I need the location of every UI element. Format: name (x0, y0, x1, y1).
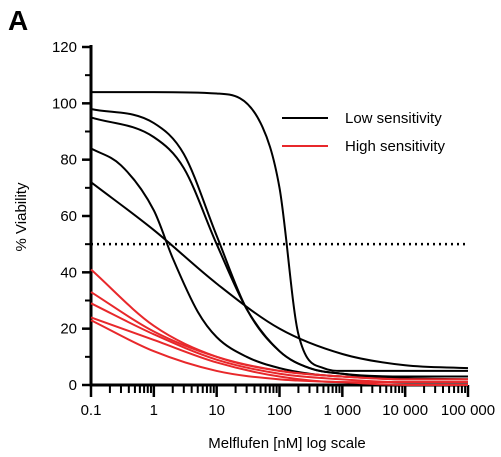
series-low-sensitivity-4 (90, 181, 469, 370)
series-low-sensitivity-2 (90, 116, 468, 381)
y-tick-label: 0 (69, 377, 77, 394)
y-tick-label: 80 (60, 152, 77, 169)
series-high-sensitivity-8 (90, 316, 468, 384)
legend: Low sensitivity High sensitivity (282, 110, 446, 155)
legend-label-low: Low sensitivity (345, 110, 442, 127)
x-tick-label: 100 000 (441, 402, 495, 419)
y-axis-title: % Viability (13, 182, 30, 251)
x-tick-label: 1 000 (324, 402, 362, 419)
y-tick-label: 40 (60, 264, 77, 281)
x-tick-label: 100 (267, 402, 292, 419)
x-tick-label: 10 (208, 402, 225, 419)
x-tick-label: 10 000 (382, 402, 428, 419)
series-high-sensitivity-6 (90, 291, 468, 381)
series-low-sensitivity-0 (90, 91, 468, 372)
x-tick-label: 0.1 (81, 402, 102, 419)
x-axis-title: Melflufen [nM] log scale (208, 435, 366, 452)
y-tick-label: 120 (52, 39, 77, 56)
y-tick-label: 100 (52, 95, 77, 112)
series-high-sensitivity-9 (90, 319, 468, 386)
series-high-sensitivity-5 (90, 268, 468, 381)
plot-area: 0 20 40 60 80 100 120 0.1 1 10 100 1 000 10 000 100 0… (52, 39, 495, 419)
legend-label-high: High sensitivity (345, 138, 446, 155)
panel-letter: A (8, 5, 28, 36)
y-tick-label: 20 (60, 321, 77, 338)
y-tick-label: 60 (60, 208, 77, 225)
x-tick-label: 1 (150, 402, 158, 419)
